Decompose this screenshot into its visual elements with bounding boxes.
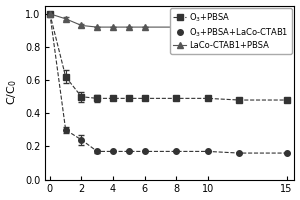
Legend: O$_3$+PBSA, O$_3$+PBSA+LaCo-CTAB1, LaCo-CTAB1+PBSA: O$_3$+PBSA, O$_3$+PBSA+LaCo-CTAB1, LaCo-… <box>170 8 292 54</box>
Y-axis label: C/C$_0$: C/C$_0$ <box>6 80 20 105</box>
